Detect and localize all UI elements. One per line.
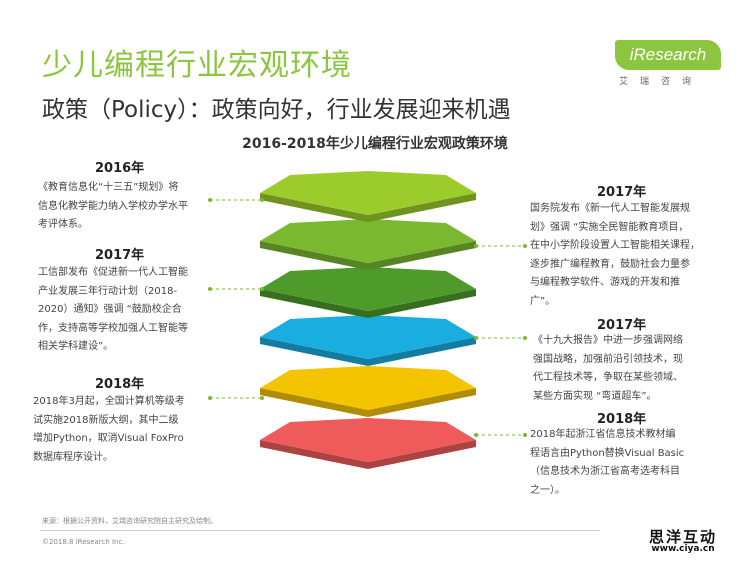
connector-right-1-dot-2 bbox=[523, 244, 527, 248]
layer-3-side bbox=[260, 289, 476, 318]
left-text-1: 《教育信息化“十三五”规划》将 信息化教学能力纳入学校办学水平 考评体系。 bbox=[38, 182, 188, 230]
watermark-cn: 思洋互动 bbox=[648, 528, 717, 546]
connector-left-2-dot-1 bbox=[208, 287, 212, 291]
layer-1-diamond bbox=[260, 171, 476, 222]
logo-chinese-name: 艾瑞咨询 bbox=[619, 77, 704, 87]
layer-4-top bbox=[260, 315, 476, 359]
connector-right-1-dot-1 bbox=[474, 244, 478, 248]
footer-divider bbox=[40, 530, 600, 531]
page-subtitle: 政策（Policy）：政策向好，行业发展迎来机遇 bbox=[42, 97, 511, 123]
layer-6-top bbox=[260, 418, 476, 462]
layer-1-side bbox=[260, 193, 476, 222]
connector-left-1-dot-2 bbox=[260, 198, 264, 202]
connector-left-3-dot-1 bbox=[208, 396, 212, 400]
layer-2-side bbox=[260, 241, 476, 270]
copyright-note: ©2018.8 iResearch Inc. bbox=[42, 538, 125, 546]
right-text-2: 《十九大报告》中进一步强调网络 强国战略，加强前沿引领技术，现 代工程技术等，争… bbox=[533, 335, 683, 402]
layer-6-side bbox=[260, 440, 476, 469]
connector-left-3-dot-2 bbox=[260, 396, 264, 400]
connector-left-2-dot-2 bbox=[260, 287, 264, 291]
layer-3-diamond bbox=[260, 267, 476, 318]
left-text-3: 2018年3月起，全国计算机等级考 试实施2018新版大纲，其中二级 增加Pyt… bbox=[33, 396, 185, 463]
right-text-3: 2018年起浙江省信息技术教材编 程语言由Python替换Visual Basi… bbox=[530, 429, 685, 496]
right-text-1: 国务院发布《新一代人工智能发展规 划》强调 “实施全民智能教育项目， 在中小学阶… bbox=[530, 203, 700, 307]
layer-4-side bbox=[260, 337, 476, 366]
watermark-url: www.ciya.cn bbox=[651, 544, 715, 554]
layer-2-diamond bbox=[260, 219, 476, 270]
layer-5-top bbox=[260, 366, 476, 410]
iresearch-logo: iResearch 艾瑞咨询 bbox=[615, 40, 725, 88]
right-year-2: 2017年 bbox=[597, 318, 647, 333]
layer-5-diamond bbox=[260, 366, 476, 417]
layer-6-diamond bbox=[260, 418, 476, 469]
left-year-3: 2018年 bbox=[95, 377, 145, 392]
connector-right-2-dot-2 bbox=[523, 336, 527, 340]
layer-3-top bbox=[260, 267, 476, 311]
connector-right-2-dot-1 bbox=[474, 336, 478, 340]
layer-5-side bbox=[260, 388, 476, 417]
connector-right-3-dot-2 bbox=[523, 433, 527, 437]
connector-left-1-dot-1 bbox=[208, 198, 212, 202]
right-year-3: 2018年 bbox=[597, 412, 647, 427]
left-year-1: 2016年 bbox=[95, 161, 145, 176]
layer-2-top bbox=[260, 219, 476, 263]
left-year-2: 2017年 bbox=[95, 248, 145, 263]
layer-1-top bbox=[260, 171, 476, 215]
left-text-2: 工信部发布《促进新一代人工智能 产业发展三年行动计划（2018- 2020）通知… bbox=[38, 267, 188, 352]
connector-right-3-dot-1 bbox=[474, 433, 478, 437]
layer-4-diamond bbox=[260, 315, 476, 366]
logo-badge: iResearch bbox=[615, 40, 721, 70]
source-note: 来源：根据公开资料，艾瑞咨询研究院自主研究及绘制。 bbox=[42, 517, 217, 525]
page-title: 少儿编程行业宏观环境 bbox=[42, 48, 352, 83]
right-year-1: 2017年 bbox=[597, 185, 647, 200]
diagram-title: 2016-2018年少儿编程行业宏观政策环境 bbox=[242, 136, 508, 152]
